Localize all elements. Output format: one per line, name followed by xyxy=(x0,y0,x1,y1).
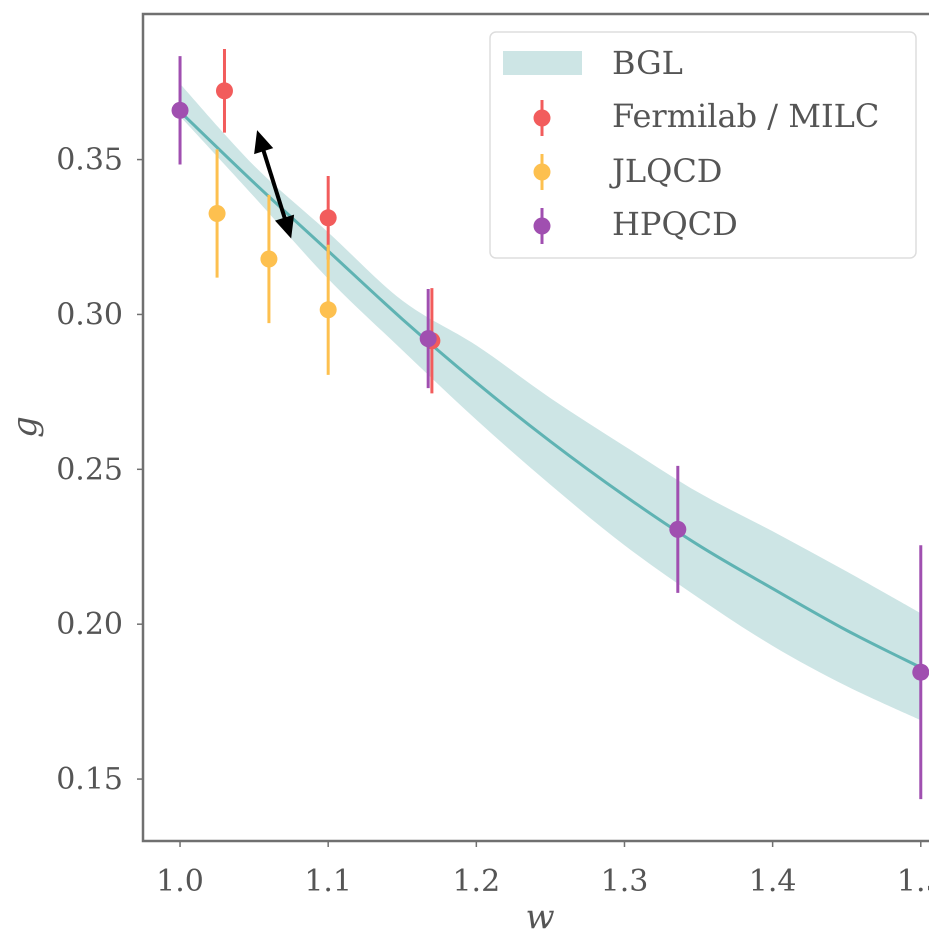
data-point xyxy=(260,250,278,268)
y-tick-label: 0.25 xyxy=(56,452,123,487)
data-point xyxy=(669,520,687,538)
x-tick-label: 1.3 xyxy=(601,864,649,899)
x-tick-label: 1.5 xyxy=(897,864,929,899)
legend-point xyxy=(533,109,551,127)
y-tick-label: 0.30 xyxy=(56,297,123,332)
legend-swatch-bgl xyxy=(503,51,582,75)
arrow-head-end xyxy=(275,214,295,239)
data-point xyxy=(319,209,337,227)
arrow-shaft xyxy=(259,142,290,227)
y-tick-label: 0.15 xyxy=(56,762,123,797)
bgl-central-line xyxy=(178,110,922,669)
data-point xyxy=(419,330,437,348)
data-point xyxy=(912,663,929,681)
series-2 xyxy=(171,56,929,800)
bgl-band-fill xyxy=(180,83,921,721)
legend-point xyxy=(533,163,551,181)
x-tick-label: 1.4 xyxy=(749,864,797,899)
legend-label-hpqcd: HPQCD xyxy=(612,205,738,243)
data-points xyxy=(171,49,929,800)
y-axis-label: g xyxy=(5,416,45,438)
y-axis-ticks: 0.15 0.20 0.25 0.30 0.35 xyxy=(56,143,143,797)
legend-label-fermilab: Fermilab / MILC xyxy=(612,97,879,135)
x-tick-label: 1.0 xyxy=(156,864,204,899)
x-axis-ticks: 1.0 1.1 1.2 1.3 1.4 1.5 xyxy=(156,841,929,899)
legend-marker-hpqcd xyxy=(533,208,551,244)
data-point xyxy=(319,301,337,319)
bgl-band xyxy=(178,83,922,721)
data-point xyxy=(215,82,233,100)
legend-frame xyxy=(489,31,917,259)
x-tick-label: 1.1 xyxy=(304,864,352,899)
legend-marker-jlqcd xyxy=(533,154,551,190)
legend-label-bgl: BGL xyxy=(612,44,683,82)
plot-frame xyxy=(141,12,929,843)
x-axis-label: w xyxy=(525,897,554,937)
legend: BGL Fermilab / MILC JLQCD HPQCD xyxy=(489,31,917,259)
double-arrow-annotation xyxy=(254,130,295,239)
data-point xyxy=(171,101,189,119)
data-point xyxy=(208,204,226,222)
x-tick-label: 1.2 xyxy=(452,864,500,899)
y-tick-label: 0.35 xyxy=(56,143,123,178)
arrow-head-start xyxy=(254,130,274,155)
series-1 xyxy=(208,149,337,375)
legend-label-jlqcd: JLQCD xyxy=(609,152,722,190)
legend-point xyxy=(533,217,551,235)
legend-marker-fermilab xyxy=(533,100,551,136)
y-tick-label: 0.20 xyxy=(56,607,123,642)
